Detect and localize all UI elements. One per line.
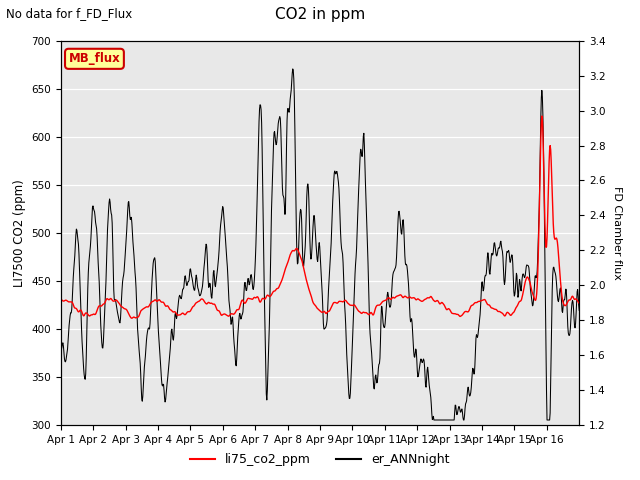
Text: No data for f_FD_Flux: No data for f_FD_Flux bbox=[6, 7, 132, 20]
Text: MB_flux: MB_flux bbox=[68, 52, 120, 65]
Legend: li75_co2_ppm, er_ANNnight: li75_co2_ppm, er_ANNnight bbox=[186, 448, 454, 471]
Y-axis label: FD Chamber flux: FD Chamber flux bbox=[612, 186, 622, 280]
Text: CO2 in ppm: CO2 in ppm bbox=[275, 7, 365, 22]
Y-axis label: LI7500 CO2 (ppm): LI7500 CO2 (ppm) bbox=[13, 179, 26, 287]
